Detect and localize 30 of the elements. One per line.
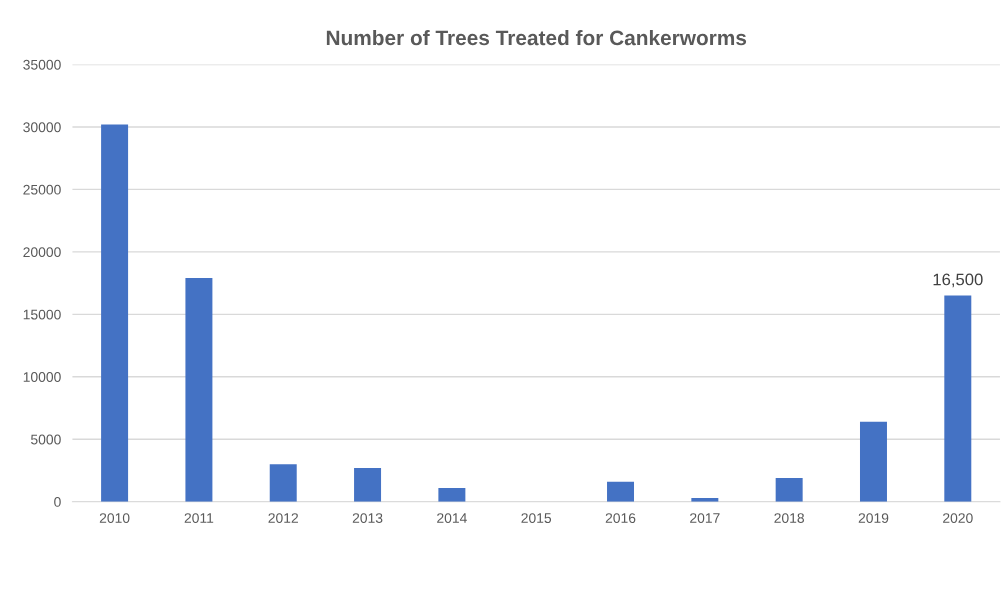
x-tick-label: 2013 xyxy=(352,513,383,524)
bar xyxy=(101,124,129,502)
x-tick-label: 2011 xyxy=(184,513,214,524)
y-tick-label: 15000 xyxy=(23,309,61,320)
y-tick-label: 35000 xyxy=(23,59,61,70)
y-tick-label: 20000 xyxy=(23,247,61,258)
bar xyxy=(607,481,635,502)
x-tick-label: 2018 xyxy=(774,513,805,524)
bar xyxy=(438,487,466,502)
y-tick-label: 30000 xyxy=(23,122,61,133)
bar xyxy=(944,295,972,502)
x-tick-label: 2014 xyxy=(437,513,467,524)
bar xyxy=(269,464,297,502)
x-tick-label: 2010 xyxy=(99,513,130,524)
x-tick-label: 2016 xyxy=(605,513,636,524)
data-label: 16,500 xyxy=(933,273,983,288)
bar xyxy=(185,278,213,502)
bar xyxy=(775,477,803,502)
y-tick-label: 0 xyxy=(54,497,61,507)
y-tick-label: 25000 xyxy=(23,184,61,195)
bar xyxy=(859,421,887,502)
x-tick-label: 2015 xyxy=(521,513,552,524)
x-tick-label: 2017 xyxy=(690,513,720,524)
bar xyxy=(354,467,382,502)
x-tick-label: 2019 xyxy=(858,513,889,524)
y-tick-label: 10000 xyxy=(23,372,61,382)
x-tick-label: 2012 xyxy=(268,513,298,524)
x-tick-label: 2020 xyxy=(943,513,973,524)
chart-title: Number of Trees Treated for Cankerworms xyxy=(326,29,747,46)
y-tick-label: 5000 xyxy=(30,434,61,445)
